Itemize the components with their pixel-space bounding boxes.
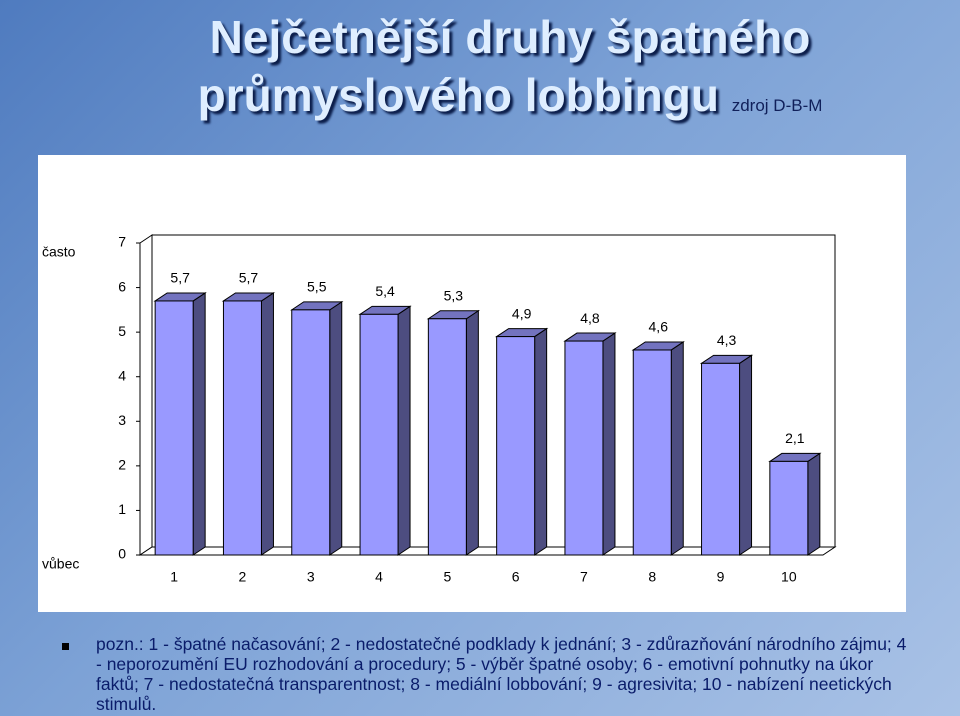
- y-tick-label: 3: [118, 412, 126, 428]
- x-tick-label: 1: [170, 569, 178, 585]
- bar: [769, 460, 809, 556]
- data-label: 5,4: [375, 283, 395, 299]
- data-label: 2,1: [785, 430, 805, 446]
- y-tick-label: 0: [118, 546, 126, 562]
- x-tick-label: 2: [239, 569, 247, 585]
- x-tick-label: 3: [307, 569, 315, 585]
- bar-side: [192, 292, 206, 556]
- bar-side: [807, 452, 821, 556]
- data-label: 5,3: [444, 287, 464, 303]
- y-top-label: často: [42, 244, 76, 260]
- title: Nejčetnější druhy špatného průmyslového …: [197, 11, 811, 121]
- y-tick-label: 6: [118, 278, 126, 294]
- bar: [359, 313, 399, 556]
- bar: [632, 349, 672, 556]
- bar-side: [397, 305, 411, 556]
- x-tick-label: 8: [648, 569, 656, 585]
- bar-side: [739, 354, 753, 556]
- x-tick-label: 7: [580, 569, 588, 585]
- bar: [701, 362, 741, 556]
- y-tick-label: 1: [118, 501, 126, 517]
- bar: [154, 300, 194, 556]
- bar: [496, 336, 536, 556]
- data-label: 4,3: [717, 332, 737, 348]
- bar: [291, 309, 331, 556]
- y-bottom-label: vůbec: [42, 556, 79, 572]
- bar: [222, 300, 262, 556]
- y-tick-label: 2: [118, 457, 126, 473]
- bar-side: [602, 332, 616, 556]
- chart: často vůbec 0 1 2 3 4 5 6 7 1 5,7 2 5,7 3 5,5 4 5,4 5 5,3 6 4…: [38, 155, 906, 612]
- x-tick-label: 6: [512, 569, 520, 585]
- bar: [564, 340, 604, 556]
- bar-side: [260, 292, 274, 556]
- data-label: 4,8: [580, 310, 600, 326]
- y-tick-label: 5: [118, 323, 126, 339]
- y-tick-label: 7: [118, 234, 126, 250]
- note: pozn.: 1 - špatné načasování; 2 - nedost…: [96, 634, 907, 714]
- data-label: 4,9: [512, 305, 532, 321]
- bar-side: [465, 309, 479, 556]
- x-tick-label: 10: [781, 569, 797, 585]
- bar-side: [329, 300, 343, 556]
- side-wall: [139, 234, 153, 556]
- source: zdroj D-B-M: [731, 96, 823, 115]
- bar-side: [534, 327, 548, 556]
- bar: [427, 318, 467, 556]
- x-tick-label: 4: [375, 569, 383, 585]
- bullet: [62, 643, 69, 650]
- data-label: 5,5: [307, 279, 327, 295]
- data-label: 5,7: [170, 270, 190, 286]
- title-block: Nejčetnější druhy špatného průmyslového …: [120, 8, 900, 135]
- data-label: 4,6: [649, 319, 669, 335]
- x-tick-label: 5: [443, 569, 451, 585]
- x-tick-label: 9: [717, 569, 725, 585]
- bar-side: [670, 341, 684, 556]
- data-label: 5,7: [239, 270, 259, 286]
- y-tick-label: 4: [118, 367, 126, 383]
